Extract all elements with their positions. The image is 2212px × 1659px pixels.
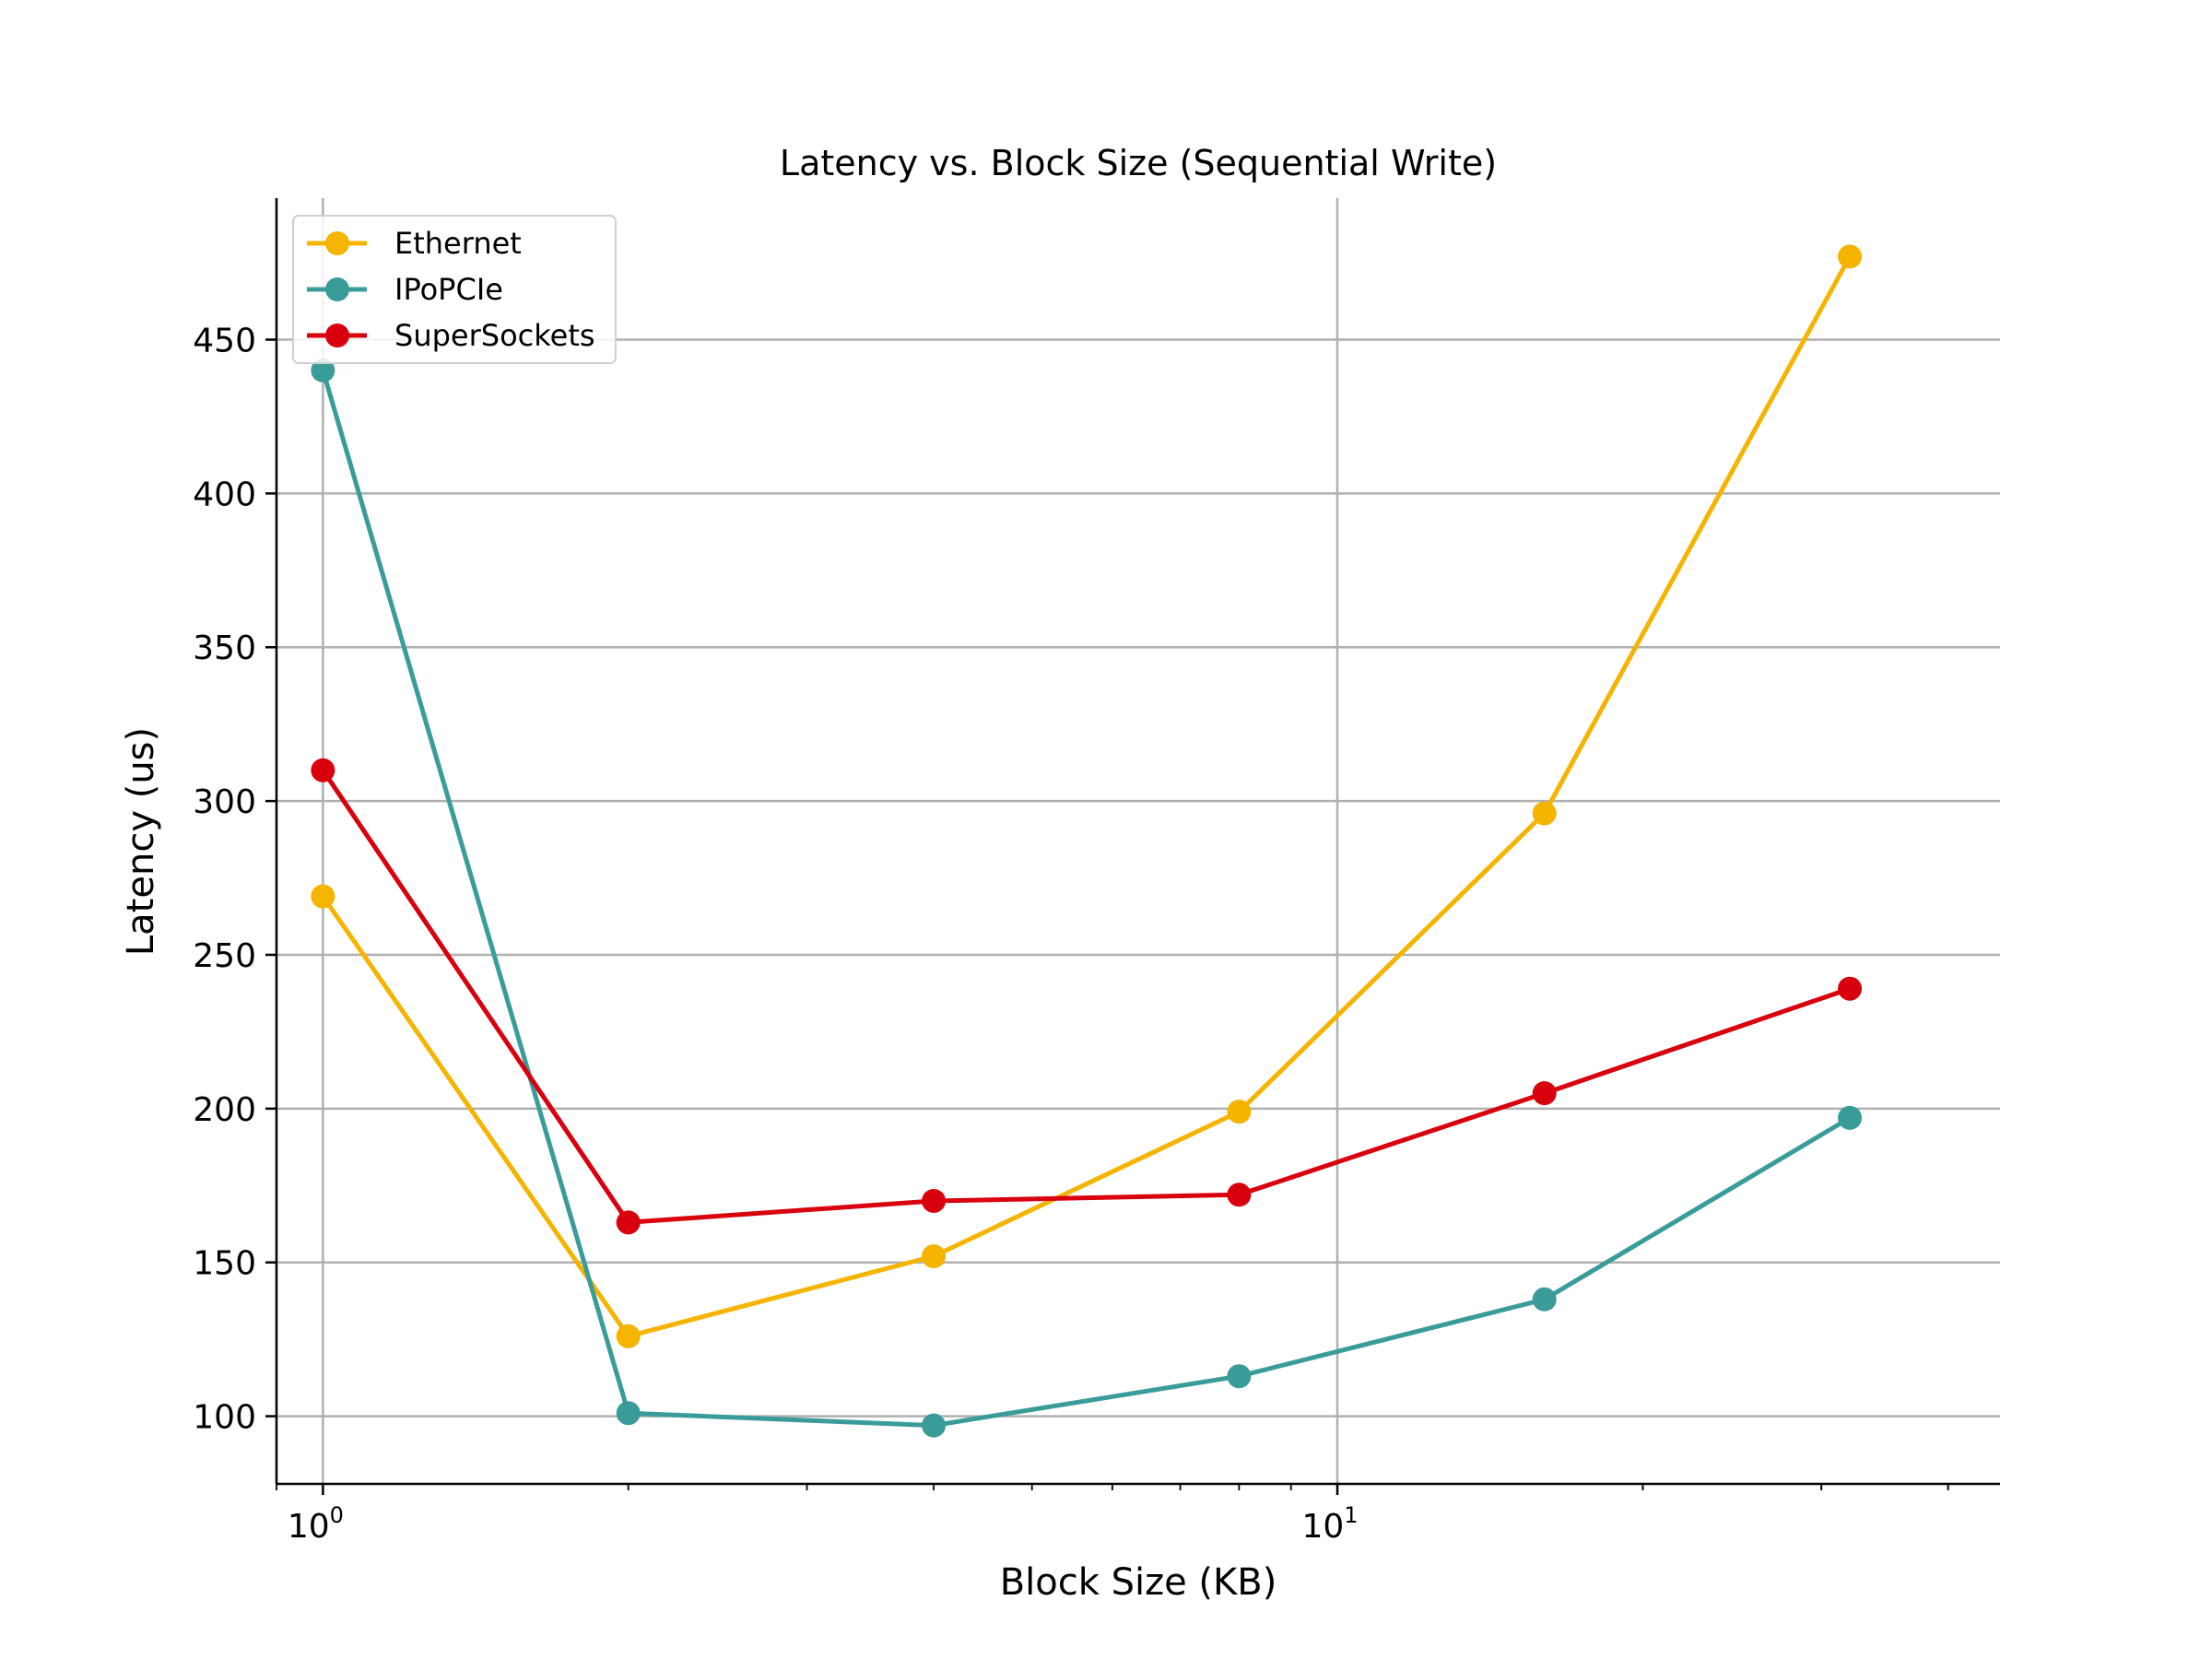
series-line [321, 370, 1852, 1429]
legend-label: IPoPCIe [394, 272, 503, 307]
x-tick-label: 100 [288, 1502, 344, 1546]
y-tick-label: 450 [193, 323, 256, 360]
series-ipopcie [311, 358, 1863, 1438]
series-line [321, 769, 1851, 1225]
y-axis-label: Latency (us) [120, 727, 162, 956]
x-tick-label: 101 [1301, 1502, 1358, 1546]
data-point [922, 1244, 947, 1269]
data-point [311, 884, 335, 909]
data-point [922, 1413, 947, 1438]
data-point [1838, 244, 1863, 269]
legend-frame [292, 215, 617, 364]
grid [276, 198, 2000, 1484]
data-point [616, 1401, 641, 1426]
data-point [1838, 976, 1863, 1001]
y-tick-label: 400 [193, 476, 256, 513]
legend-marker [325, 231, 349, 255]
data-point [1532, 801, 1557, 826]
data-point [1227, 1182, 1252, 1207]
y-tick-label: 300 [193, 783, 256, 821]
series-layer [311, 244, 1863, 1438]
data-point [1838, 1105, 1863, 1130]
series-line [321, 255, 1853, 1339]
legend: Ethernet IPoPCIe SuperSockets [292, 215, 617, 364]
x-axis-label: Block Size (KB) [1000, 1561, 1277, 1604]
legend-marker [325, 324, 349, 347]
data-point [1532, 1287, 1557, 1312]
data-point [311, 758, 335, 782]
legend-label: SuperSockets [394, 318, 595, 353]
y-tick-label: 250 [193, 937, 256, 975]
legend-marker [325, 277, 349, 301]
chart-title: Latency vs. Block Size (Sequential Write… [780, 143, 1497, 183]
series-supersockets [311, 758, 1863, 1235]
series-ethernet [311, 244, 1863, 1348]
data-point [1227, 1100, 1252, 1124]
legend-label: Ethernet [394, 226, 522, 261]
legend-entry: IPoPCIe [307, 272, 503, 307]
data-point [311, 358, 335, 382]
legend-entry: SuperSockets [307, 318, 595, 353]
data-point [1227, 1364, 1252, 1389]
y-tick-label: 200 [193, 1091, 256, 1129]
data-point [616, 1210, 641, 1235]
data-point [922, 1188, 947, 1213]
y-tick-label: 150 [193, 1245, 256, 1283]
legend-entry: Ethernet [307, 226, 522, 261]
axes [275, 198, 2000, 1486]
y-tick-label: 100 [193, 1399, 256, 1437]
ticks: 100 150 200 250 300 350 400 450 100 101 [193, 323, 1949, 1546]
y-tick-label: 350 [193, 629, 256, 667]
data-point [1532, 1081, 1557, 1106]
data-point [616, 1324, 641, 1348]
